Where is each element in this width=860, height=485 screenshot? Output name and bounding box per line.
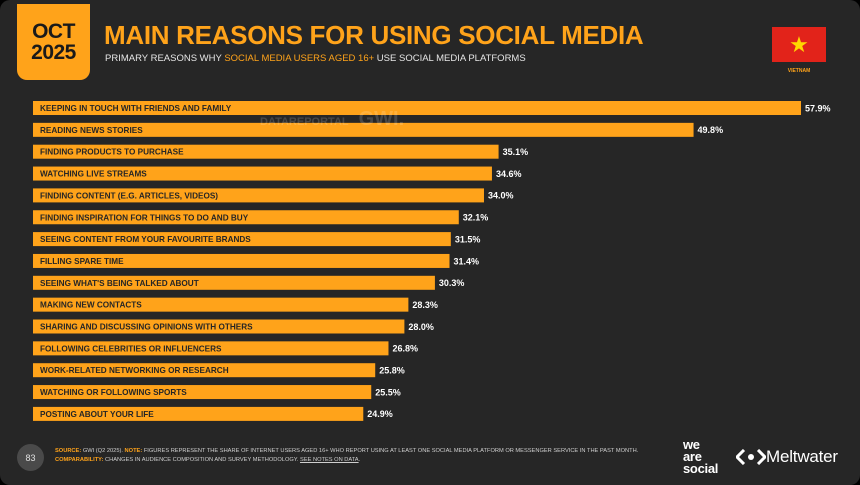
bar-category-label: SEEING CONTENT FROM YOUR FAVOURITE BRAND… — [40, 235, 251, 244]
meltwater-icon — [736, 449, 766, 465]
bar — [33, 319, 405, 334]
bar — [33, 232, 451, 247]
bar-category-label: FINDING CONTENT (E.G. ARTICLES, VIDEOS) — [40, 191, 218, 200]
bar-value-label: 26.8% — [392, 344, 418, 354]
bar — [33, 275, 435, 290]
bar-value-label: 24.9% — [367, 409, 393, 419]
bar — [33, 144, 499, 159]
subtitle-pre: PRIMARY REASONS WHY — [105, 53, 225, 64]
bar-value-label: 34.0% — [488, 191, 514, 201]
vietnam-flag-icon: ★ — [772, 27, 826, 62]
footnote: SOURCE: GWI (Q2 2025). NOTE: FIGURES REP… — [55, 447, 638, 465]
bar-category-label: FOLLOWING CELEBRITIES OR INFLUENCERS — [40, 344, 222, 353]
bar-value-label: 28.3% — [412, 300, 438, 310]
bar-value-label: 49.8% — [698, 125, 724, 135]
bar-value-label: 34.6% — [496, 169, 522, 179]
we-are-social-logo: we are social — [683, 437, 719, 476]
bar — [33, 101, 801, 115]
watermark-datareportal: DATAREPORTAL — [260, 116, 349, 128]
bar — [33, 297, 409, 312]
source-label: SOURCE: — [55, 448, 82, 454]
we-are-social-line-2: are — [683, 449, 702, 464]
bar-value-label: 31.5% — [455, 234, 481, 244]
date-year: 2025 — [31, 41, 76, 64]
bar-category-label: FILLING SPARE TIME — [40, 257, 124, 266]
note-label: NOTE: — [124, 448, 143, 454]
comparability-end: . — [358, 457, 361, 463]
bar-value-label: 57.9% — [805, 103, 831, 113]
bar-category-label: SHARING AND DISCUSSING OPINIONS WITH OTH… — [40, 323, 253, 332]
meltwater-logo-text: Meltwater — [766, 447, 838, 466]
page-subtitle: PRIMARY REASONS WHY SOCIAL MEDIA USERS A… — [105, 53, 526, 64]
bar-value-label: 25.5% — [375, 387, 401, 397]
bar-value-label: 32.1% — [463, 213, 489, 223]
date-badge: OCT 2025 — [17, 4, 90, 80]
bar-category-label: MAKING NEW CONTACTS — [40, 301, 142, 310]
subtitle-post: USE SOCIAL MEDIA PLATFORMS — [374, 53, 526, 64]
bar-category-label: WATCHING LIVE STREAMS — [40, 170, 147, 179]
bar — [33, 253, 450, 268]
bar — [33, 385, 372, 400]
watermark-gwi: GWI. — [358, 108, 405, 130]
bar-value-label: 30.3% — [439, 278, 465, 288]
subtitle-highlight: SOCIAL MEDIA USERS AGED 16+ — [224, 53, 375, 64]
date-month: OCT — [32, 20, 75, 43]
bar — [33, 341, 389, 356]
notes-on-data-link[interactable]: SEE NOTES ON DATA — [300, 457, 359, 463]
bar-value-label: 31.4% — [453, 256, 479, 266]
flag-star-icon: ★ — [789, 31, 809, 57]
comparability-text: CHANGES IN AUDIENCE COMPOSITION AND SURV… — [103, 457, 301, 463]
bar — [33, 210, 459, 225]
bar-value-label: 28.0% — [408, 322, 434, 332]
bar — [33, 166, 492, 181]
source-text: GWI (Q2 2025). — [81, 448, 125, 454]
bar-value-label: 25.8% — [379, 366, 405, 376]
bar-category-label: FINDING PRODUCTS TO PURCHASE — [40, 148, 184, 157]
bar-category-label: POSTING ABOUT YOUR LIFE — [40, 410, 154, 419]
bar-value-label: 35.1% — [503, 147, 529, 157]
we-are-social-line-3: social — [683, 461, 719, 476]
bar — [33, 122, 694, 137]
bar-category-label: FINDING INSPIRATION FOR THINGS TO DO AND… — [40, 213, 249, 222]
bar-category-label: SEEING WHAT'S BEING TALKED ABOUT — [40, 279, 199, 288]
page-title: MAIN REASONS FOR USING SOCIAL MEDIA — [104, 20, 644, 50]
note-text: FIGURES REPRESENT THE SHARE OF INTERNET … — [142, 448, 639, 454]
page-number: 83 — [17, 444, 44, 471]
bar-category-label: READING NEWS STORIES — [40, 126, 143, 135]
bar — [33, 188, 484, 203]
footnote-line-2: COMPARABILITY: CHANGES IN AUDIENCE COMPO… — [55, 456, 638, 465]
bar-category-label: WATCHING OR FOLLOWING SPORTS — [40, 388, 187, 397]
bar-category-label: KEEPING IN TOUCH WITH FRIENDS AND FAMILY — [40, 104, 232, 113]
bar — [33, 363, 376, 378]
comparability-label: COMPARABILITY: — [55, 457, 104, 463]
we-are-social-line-1: we — [683, 437, 700, 452]
footnote-line-1: SOURCE: GWI (Q2 2025). NOTE: FIGURES REP… — [55, 447, 638, 456]
watermark: DATAREPORTAL GWI. — [260, 108, 404, 131]
country-label: VIETNAM — [787, 68, 811, 74]
bar — [33, 406, 364, 421]
bar-category-label: WORK-RELATED NETWORKING OR RESEARCH — [40, 366, 229, 375]
